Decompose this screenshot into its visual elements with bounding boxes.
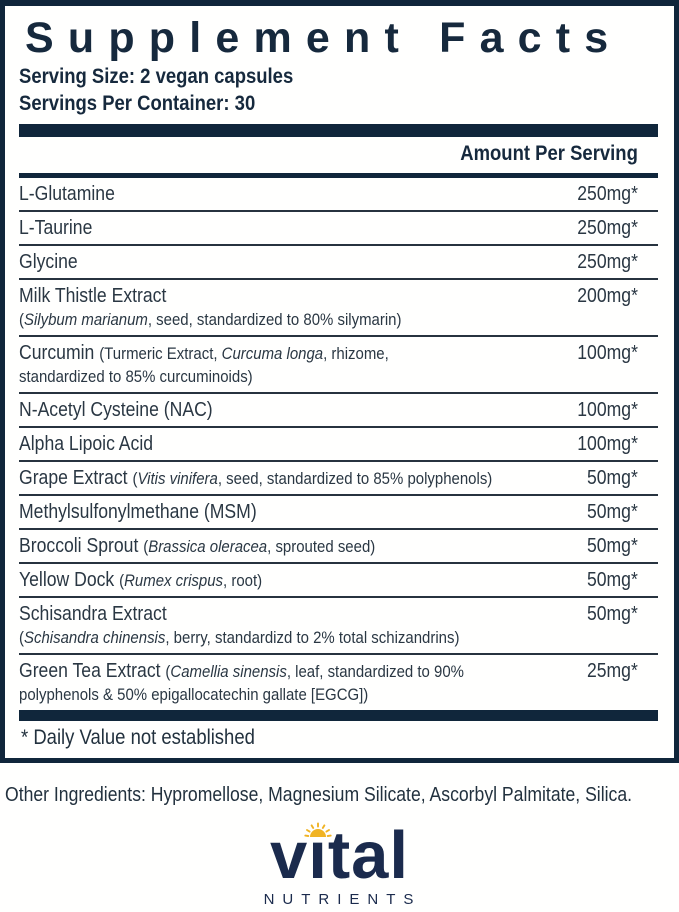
ingredient-amount: 200mg*: [577, 285, 638, 307]
ingredient-row: Alpha Lipoic Acid 100mg*: [19, 426, 658, 460]
ingredient-amount: 25mg*: [587, 660, 638, 682]
ingredient-amount: 250mg*: [577, 217, 638, 239]
ingredient-row: Green Tea Extract (Camellia sinensis, le…: [19, 653, 658, 710]
ingredient-amount: 100mg*: [577, 433, 638, 455]
ingredient-name: Green Tea Extract (Camellia sinensis, le…: [19, 660, 464, 704]
serving-size-line: Serving Size: 2 vegan capsules: [19, 65, 294, 88]
ingredient-row: Methylsulfonylmethane (MSM) 50mg*: [19, 494, 658, 528]
ingredient-amount: 50mg*: [587, 501, 638, 523]
facts-title: Supplement Facts: [25, 14, 623, 62]
ingredient-name: L-Glutamine: [19, 183, 115, 205]
ingredient-rows: L-Glutamine 250mg* L-Taurine 250mg* Glycine 2…: [19, 178, 658, 710]
column-header-divider: [19, 173, 658, 178]
ingredient-name: Alpha Lipoic Acid: [19, 433, 154, 455]
ingredient-name: Yellow Dock (Rumex crispus, root): [19, 569, 263, 591]
ingredient-row: Schisandra Extract (Schisandra chinensis,…: [19, 596, 658, 653]
ingredient-amount: 50mg*: [587, 535, 638, 557]
ingredient-amount: 100mg*: [577, 399, 638, 421]
ingredient-row: Broccoli Sprout (Brassica oleracea, spro…: [19, 528, 658, 562]
ingredient-row: Glycine 250mg*: [19, 244, 658, 278]
brand-name: v ıtal: [269, 818, 410, 893]
ingredient-amount: 50mg*: [587, 569, 638, 591]
supplement-facts-panel: Supplement Facts Serving Size: 2 vegan c…: [0, 0, 679, 763]
ingredient-amount: 100mg*: [577, 342, 638, 364]
ingredient-row: L-Taurine 250mg*: [19, 210, 658, 244]
brand-letter-i: ı: [304, 822, 332, 889]
ingredient-row: Curcumin (Turmeric Extract, Curcuma long…: [19, 335, 658, 392]
brand-logo: v ıtal NUTRIENTS: [0, 818, 679, 908]
ingredient-row: L-Glutamine 250mg*: [19, 178, 658, 210]
thick-divider-top: [19, 124, 658, 137]
sun-icon: [304, 822, 332, 837]
brand-subtext: NUTRIENTS: [263, 891, 422, 908]
amount-per-serving-header: Amount Per Serving: [460, 142, 638, 165]
ingredient-name: N-Acetyl Cysteine (NAC): [19, 399, 213, 421]
ingredient-name: L-Taurine: [19, 217, 93, 239]
thick-divider-bottom: [19, 710, 658, 721]
ingredient-amount: 50mg*: [587, 603, 638, 625]
ingredient-row: Grape Extract (Vitis vinifera, seed, sta…: [19, 460, 658, 494]
ingredient-name: Milk Thistle Extract (Silybum marianum, s…: [19, 285, 402, 329]
other-ingredients-text: Other Ingredients: Hypromellose, Magnesi…: [5, 784, 633, 806]
ingredient-name: Broccoli Sprout (Brassica oleracea, spro…: [19, 535, 376, 557]
ingredient-row: N-Acetyl Cysteine (NAC) 100mg*: [19, 392, 658, 426]
ingredient-name: Curcumin (Turmeric Extract, Curcuma long…: [19, 342, 389, 386]
ingredient-amount: 250mg*: [577, 183, 638, 205]
ingredient-amount: 250mg*: [577, 251, 638, 273]
ingredient-amount: 50mg*: [587, 467, 638, 489]
servings-per-container-line: Servings Per Container: 30: [19, 92, 256, 115]
ingredient-name: Grape Extract (Vitis vinifera, seed, sta…: [19, 467, 493, 489]
ingredient-row: Yellow Dock (Rumex crispus, root) 50mg*: [19, 562, 658, 596]
ingredient-name: Methylsulfonylmethane (MSM): [19, 501, 257, 523]
ingredient-name: Schisandra Extract (Schisandra chinensis,…: [19, 603, 460, 647]
ingredient-row: Milk Thistle Extract (Silybum marianum, s…: [19, 278, 658, 335]
daily-value-footnote: * Daily Value not established: [21, 726, 255, 749]
ingredient-name: Glycine: [19, 251, 78, 273]
